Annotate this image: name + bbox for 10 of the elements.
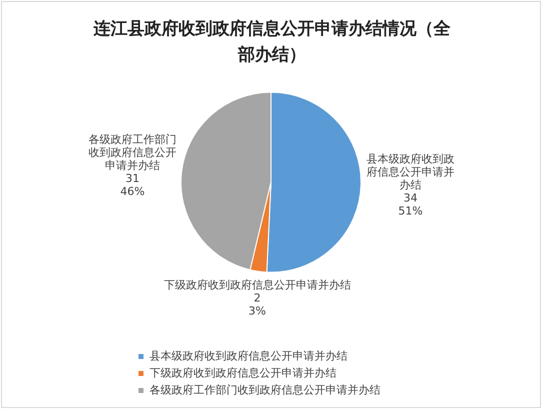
legend-label: 县本级政府收到政府信息公开申请并办结 xyxy=(150,349,348,362)
data-label: 31 46% xyxy=(120,172,145,198)
data-label: 34 51% xyxy=(398,191,423,218)
data-label: 2 3% xyxy=(248,292,266,318)
slice-label: 下级政府收到政府信息公开申请并办结 xyxy=(164,278,351,292)
legend-label: 下级政府收到政府信息公开申请并办结 xyxy=(150,366,336,380)
chart-title: 连江县政府收到政府信息公开申请办结情况（全部办结） xyxy=(92,18,452,67)
legend-label: 各级政府工作部门收到政府信息公开申请并办结 xyxy=(150,383,380,396)
slice-label: 各级政府工作部门收到政府信息公开申请并办结 xyxy=(88,132,176,172)
slice-label: 县本级政府收到政府信息公开申请并办结 xyxy=(366,152,454,192)
